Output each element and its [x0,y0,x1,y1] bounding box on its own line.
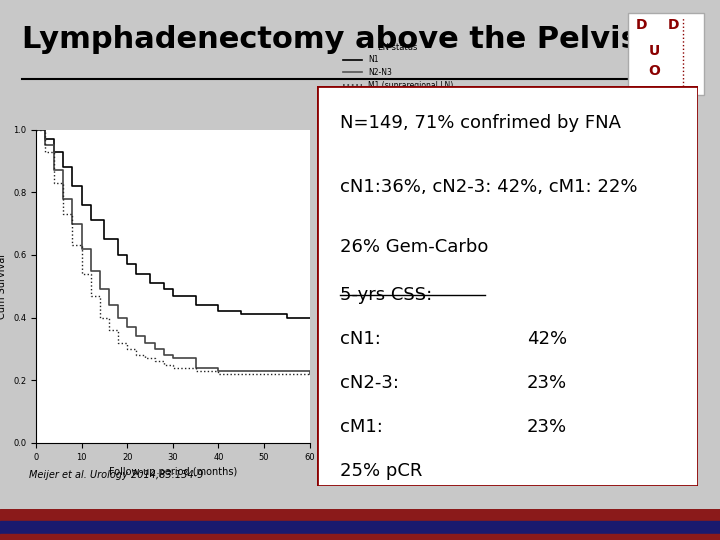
Text: N=149, 71% confrimed by FNA: N=149, 71% confrimed by FNA [340,114,621,132]
Text: 5-yrs CSS:: 5-yrs CSS: [340,286,432,304]
Text: U: U [649,44,660,58]
Text: 42%: 42% [527,330,567,348]
Bar [0,509,720,521]
Text: cN1:36%, cN2-3: 42%, cM1: 22%: cN1:36%, cN2-3: 42%, cM1: 22% [340,178,637,197]
Text: 26% Gem-Carbo: 26% Gem-Carbo [340,238,488,256]
Text: S: S [649,87,659,101]
X-axis label: Follow-up period (months): Follow-up period (months) [109,467,237,477]
FancyBboxPatch shape [317,86,698,486]
Text: cN1:: cN1: [340,330,381,348]
Text: 25% pCR: 25% pCR [340,462,422,480]
FancyBboxPatch shape [628,12,704,96]
Text: O: O [649,64,660,78]
Text: cM1:: cM1: [340,418,382,436]
Text: Lymphadenectomy above the Pelvis: Lymphadenectomy above the Pelvis [22,25,639,55]
Text: 23%: 23% [527,374,567,392]
Text: D: D [636,18,647,32]
Legend: N1, N2-N3, M1 (supraregional LN): N1, N2-N3, M1 (supraregional LN) [340,39,456,93]
Bar [0,535,720,540]
Y-axis label: Cum Survival: Cum Survival [0,254,7,319]
Text: Meijer et al. Urology 2014;83:134-9: Meijer et al. Urology 2014;83:134-9 [29,470,203,480]
Text: 23%: 23% [527,418,567,436]
Text: D: D [667,18,679,32]
Text: cN2-3:: cN2-3: [340,374,399,392]
Bar [0,521,720,535]
